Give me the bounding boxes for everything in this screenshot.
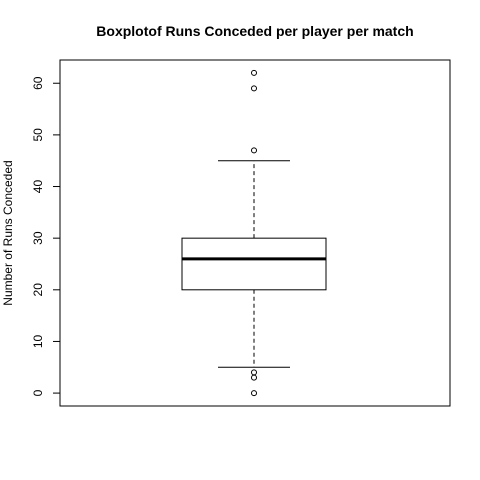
y-axis-label: Number of Runs Conceded bbox=[1, 160, 15, 305]
outlier-point bbox=[251, 69, 257, 76]
outlier-point bbox=[251, 85, 257, 92]
y-tick-label: 50 bbox=[31, 128, 45, 142]
outlier-point bbox=[251, 369, 257, 376]
y-tick-label: 30 bbox=[31, 231, 45, 245]
outlier-point bbox=[251, 147, 257, 154]
y-axis: 0 10 20 30 40 50 60 bbox=[31, 76, 60, 396]
chart-title: Boxplotof Runs Conceded per player per m… bbox=[96, 23, 413, 39]
box-group bbox=[181, 160, 327, 368]
plot-frame bbox=[59, 59, 451, 407]
outlier-group bbox=[251, 69, 257, 397]
iqr-box bbox=[181, 237, 327, 291]
y-tick-label: 40 bbox=[31, 180, 45, 194]
y-tick-label: 60 bbox=[31, 76, 45, 90]
y-tick-label: 0 bbox=[31, 389, 45, 396]
y-tick-label: 20 bbox=[31, 283, 45, 297]
outlier-point bbox=[251, 374, 257, 381]
y-tick-label: 10 bbox=[31, 334, 45, 348]
outlier-point bbox=[251, 390, 257, 397]
